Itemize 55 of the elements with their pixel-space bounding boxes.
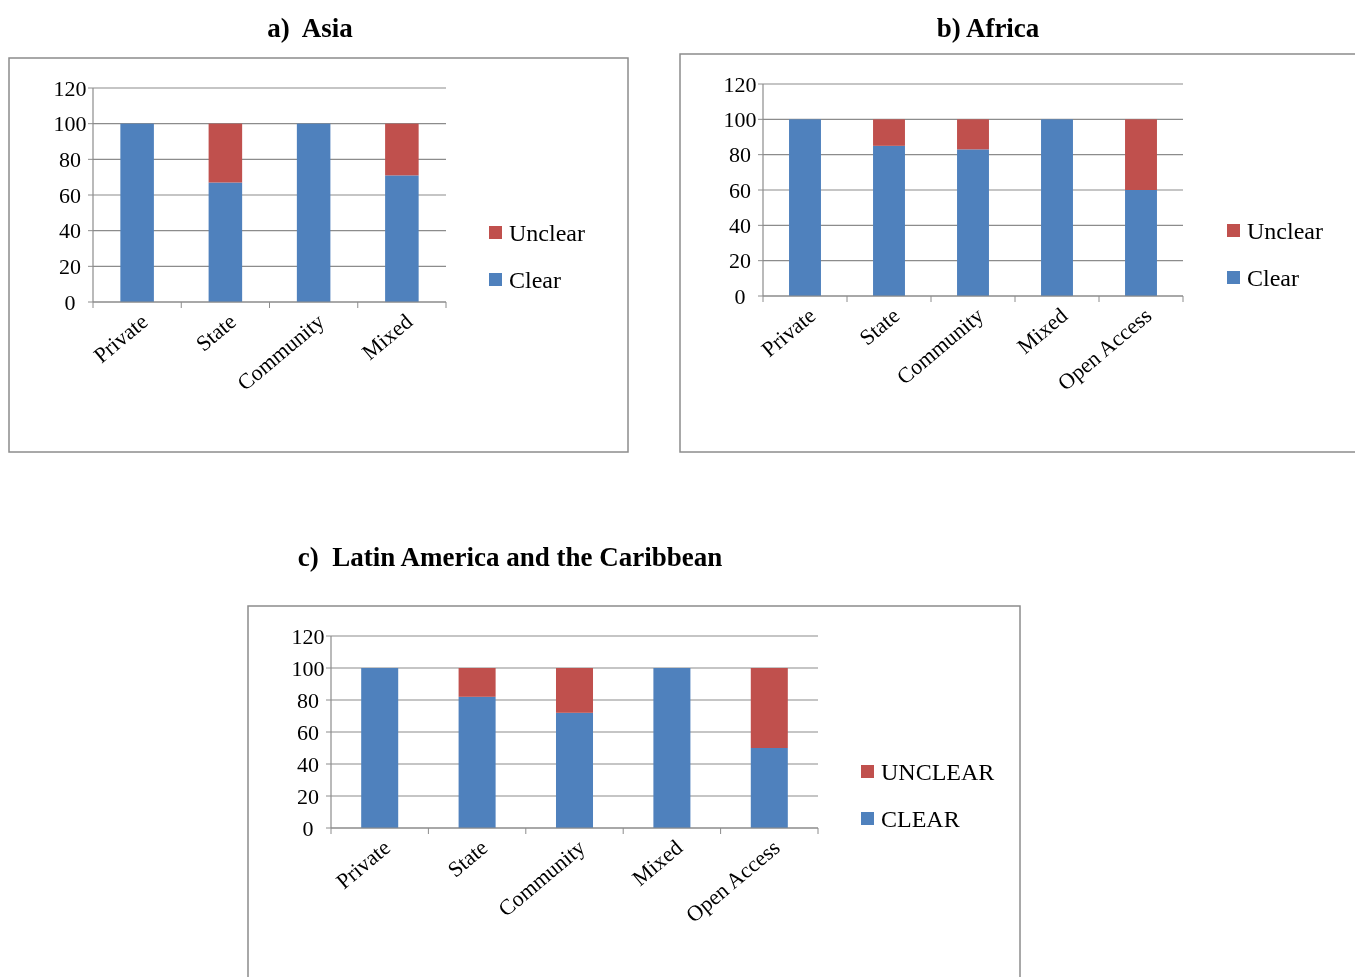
bar — [873, 145, 905, 296]
bar — [750, 668, 788, 748]
bar — [1125, 190, 1157, 296]
y-tick-label: 100 — [53, 111, 87, 137]
bar — [208, 123, 243, 183]
y-tick-label: 20 — [297, 783, 319, 809]
bar — [208, 182, 243, 302]
bar — [120, 123, 154, 302]
x-tick-label: State — [442, 834, 493, 883]
legend-label: Clear — [509, 267, 561, 293]
bar — [555, 712, 594, 828]
y-tick-label: 40 — [297, 751, 319, 777]
bar — [361, 668, 399, 828]
bar — [957, 119, 989, 150]
bar — [750, 748, 788, 828]
y-tick-label: 100 — [291, 655, 325, 681]
legend-label: CLEAR — [881, 806, 960, 832]
y-tick-label: 40 — [729, 212, 751, 238]
chart-title: c) Latin America and the Caribbean — [297, 542, 723, 572]
bar — [385, 123, 419, 176]
bar — [296, 123, 331, 302]
bar — [957, 149, 989, 296]
y-tick-label: 80 — [59, 146, 81, 172]
chart-title: b) Africa — [936, 13, 1040, 43]
x-tick-label: State — [854, 302, 905, 351]
y-tick-label: 0 — [302, 815, 314, 841]
bar — [1041, 119, 1073, 296]
y-tick-label: 0 — [734, 283, 746, 309]
legend-label: Unclear — [509, 220, 585, 246]
bar — [458, 696, 496, 828]
y-tick-label: 60 — [297, 719, 319, 745]
y-tick-label: 60 — [59, 182, 81, 208]
legend-label: Clear — [1247, 265, 1299, 291]
y-tick-label: 40 — [59, 218, 81, 244]
y-tick-label: 80 — [297, 687, 319, 713]
y-tick-label: 20 — [59, 253, 81, 279]
bar — [873, 119, 905, 146]
y-tick-label: 120 — [53, 75, 87, 101]
bar — [1125, 119, 1157, 190]
legend-label: UNCLEAR — [881, 759, 995, 785]
y-tick-label: 80 — [729, 142, 751, 168]
bar — [385, 175, 419, 302]
y-tick-label: 120 — [291, 623, 325, 649]
y-tick-label: 20 — [729, 248, 751, 274]
legend-label: Unclear — [1247, 218, 1323, 244]
y-tick-label: 120 — [723, 71, 757, 97]
y-tick-label: 0 — [64, 289, 76, 315]
x-tick-label: State — [190, 308, 241, 357]
bar — [653, 668, 691, 828]
y-tick-label: 100 — [723, 106, 757, 132]
bar — [789, 119, 821, 296]
y-tick-label: 60 — [729, 177, 751, 203]
bar — [458, 668, 496, 697]
bar — [555, 668, 594, 713]
chart-title: a) Asia — [267, 13, 354, 43]
